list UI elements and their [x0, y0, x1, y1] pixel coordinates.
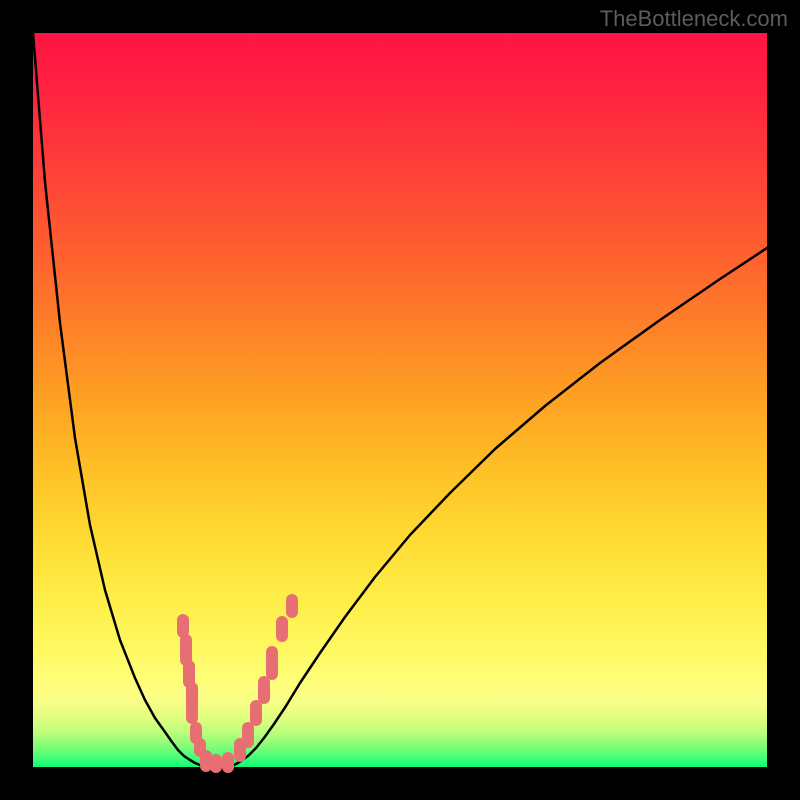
chart-stage: TheBottleneck.com	[0, 0, 800, 800]
watermark-text: TheBottleneck.com	[600, 6, 788, 32]
plot-background	[33, 33, 767, 767]
